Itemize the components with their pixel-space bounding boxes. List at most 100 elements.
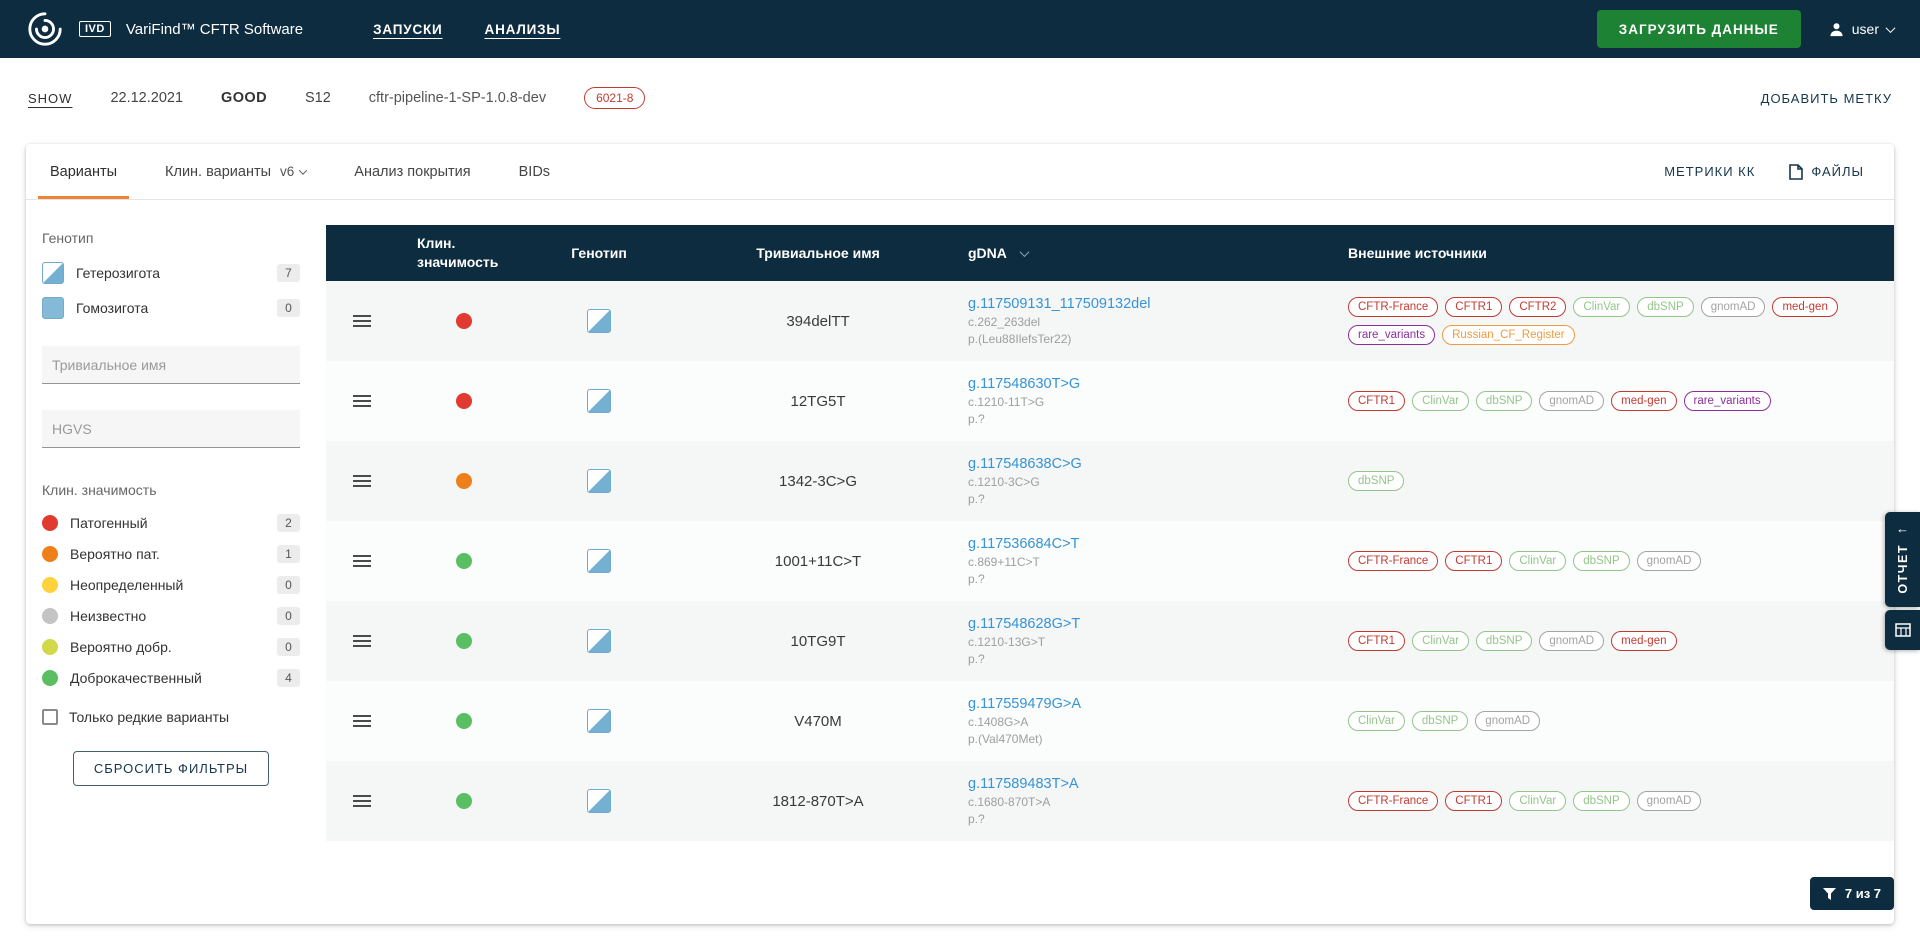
- rare-variants-filter[interactable]: Только редкие варианты: [42, 709, 300, 725]
- significance-filter-item[interactable]: Неопределенный 0: [42, 576, 300, 594]
- source-badge[interactable]: ClinVar: [1412, 631, 1469, 651]
- source-badge[interactable]: gnomAD: [1700, 297, 1766, 317]
- files-label: ФАЙЛЫ: [1811, 164, 1864, 179]
- source-badge[interactable]: med-gen: [1611, 391, 1677, 411]
- significance-filter-item[interactable]: Патогенный 2: [42, 514, 300, 532]
- source-badge[interactable]: CFTR1: [1445, 297, 1503, 317]
- source-badge[interactable]: Russian_CF_Register: [1442, 325, 1575, 345]
- source-badge[interactable]: med-gen: [1772, 297, 1838, 317]
- genotype-filter-label: Гетерозигота: [76, 265, 160, 281]
- drag-handle-icon[interactable]: [353, 795, 371, 807]
- genotype-het-icon: [587, 469, 611, 493]
- source-badge[interactable]: CFTR1: [1445, 791, 1503, 811]
- nav-analyses-link[interactable]: АНАЛИЗЫ: [484, 21, 561, 37]
- external-sources-cell: CFTR1 ClinVar dbSNP gnomAD med-gen: [1348, 619, 1701, 663]
- source-badge[interactable]: CFTR1: [1348, 391, 1406, 411]
- drag-handle-icon[interactable]: [353, 715, 371, 727]
- nav-runs-link[interactable]: ЗАПУСКИ: [373, 21, 443, 37]
- genotype-filter-item[interactable]: Гомозигота 0: [42, 297, 300, 319]
- trivial-name-input[interactable]: [42, 346, 300, 384]
- header-gdna-label: gDNA: [968, 245, 1007, 261]
- upload-data-button[interactable]: ЗАГРУЗИТЬ ДАННЫЕ: [1596, 10, 1801, 48]
- gdna-link[interactable]: g.117536684C>T: [968, 536, 1080, 552]
- gdna-link[interactable]: g.117548638C>G: [968, 456, 1082, 472]
- source-badge[interactable]: dbSNP: [1411, 711, 1469, 731]
- gdna-link[interactable]: g.117559479G>A: [968, 696, 1082, 712]
- clin-significance-dot: [456, 553, 472, 569]
- source-badge[interactable]: dbSNP: [1637, 297, 1694, 317]
- cdna-text: c.869+11C>T: [968, 555, 1040, 569]
- source-badge[interactable]: dbSNP: [1573, 551, 1630, 571]
- source-badge[interactable]: CFTR-France: [1348, 297, 1439, 317]
- drag-handle-icon[interactable]: [353, 315, 371, 327]
- source-badge[interactable]: gnomAD: [1636, 551, 1702, 571]
- source-badge[interactable]: rare_variants: [1348, 325, 1436, 345]
- source-badge[interactable]: ClinVar: [1412, 391, 1469, 411]
- tab-bids[interactable]: BIDs: [495, 144, 574, 199]
- gdna-link[interactable]: g.117548628G>T: [968, 616, 1081, 632]
- hgvs-input[interactable]: [42, 410, 300, 448]
- drag-handle-icon[interactable]: [353, 475, 371, 487]
- reset-filters-button[interactable]: СБРОСИТЬ ФИЛЬТРЫ: [72, 751, 270, 786]
- gdna-link[interactable]: g.117548630T>G: [968, 376, 1081, 392]
- show-link[interactable]: SHOW: [28, 90, 73, 106]
- source-badge[interactable]: CFTR-France: [1348, 791, 1439, 811]
- header-genotype: Генотип: [530, 245, 668, 261]
- source-badge[interactable]: ClinVar: [1348, 711, 1405, 731]
- source-badge[interactable]: dbSNP: [1348, 471, 1405, 491]
- add-tag-link[interactable]: ДОБАВИТЬ МЕТКУ: [1760, 90, 1892, 106]
- genotype-het-icon: [587, 309, 611, 333]
- source-badge[interactable]: gnomAD: [1539, 391, 1605, 411]
- gdna-sort-chevron-icon[interactable]: [1019, 246, 1030, 257]
- app-logo-icon[interactable]: [26, 10, 64, 48]
- source-badge[interactable]: CFTR1: [1348, 631, 1406, 651]
- drag-handle-icon[interactable]: [353, 395, 371, 407]
- source-badge[interactable]: dbSNP: [1475, 391, 1533, 411]
- genotype-het-icon: [587, 789, 611, 813]
- significance-filter-item[interactable]: Вероятно пат. 1: [42, 545, 300, 563]
- row-count-badge: 7 из 7: [1809, 877, 1894, 910]
- genotype-filter-item[interactable]: Гетерозигота 7: [42, 262, 300, 284]
- gdna-link[interactable]: g.117509131_117509132del: [968, 296, 1151, 312]
- source-badge[interactable]: gnomAD: [1539, 631, 1605, 651]
- qc-metrics-link[interactable]: МЕТРИКИ КК: [1664, 164, 1756, 179]
- count-chip: 4: [277, 669, 300, 687]
- significance-filter-item[interactable]: Доброкачественный 4: [42, 669, 300, 687]
- report-panel-toggle[interactable]: ← ОТЧЕТ: [1885, 512, 1920, 607]
- source-badge[interactable]: gnomAD: [1636, 791, 1702, 811]
- drag-handle-icon[interactable]: [353, 635, 371, 647]
- trivial-name: 12TG5T: [790, 392, 846, 410]
- rare-variants-checkbox[interactable]: [42, 709, 58, 725]
- source-badge[interactable]: gnomAD: [1475, 711, 1541, 731]
- source-badge[interactable]: ClinVar: [1509, 551, 1567, 571]
- gdna-link[interactable]: g.117589483T>A: [968, 776, 1079, 792]
- run-status: GOOD: [221, 90, 267, 106]
- version-dropdown[interactable]: v6: [280, 164, 308, 179]
- source-badge[interactable]: rare_variants: [1683, 391, 1771, 411]
- header-sources: Внешние источники: [1348, 245, 1894, 261]
- source-badge[interactable]: med-gen: [1611, 631, 1677, 651]
- table-row: 1342-3C>G g.117548638C>G c.1210-3C>G p.?…: [326, 441, 1894, 521]
- source-badge[interactable]: CFTR2: [1509, 297, 1567, 317]
- source-badge[interactable]: dbSNP: [1475, 631, 1533, 651]
- source-badge[interactable]: ClinVar: [1573, 297, 1631, 317]
- clin-significance-dot: [456, 713, 472, 729]
- source-badge[interactable]: CFTR1: [1445, 551, 1503, 571]
- significance-filter-item[interactable]: Вероятно добр. 0: [42, 638, 300, 656]
- user-menu[interactable]: user: [1829, 21, 1896, 37]
- source-badge[interactable]: dbSNP: [1573, 791, 1630, 811]
- report-table-button[interactable]: [1885, 609, 1920, 650]
- tab-variants[interactable]: Варианты: [26, 144, 141, 199]
- tab-coverage-analysis[interactable]: Анализ покрытия: [330, 144, 494, 199]
- table-row: 12TG5T g.117548630T>G c.1210-11T>G p.? C…: [326, 361, 1894, 441]
- variants-table: Клин. значимость Генотип Тривиальное имя…: [326, 200, 1894, 924]
- drag-handle-icon[interactable]: [353, 555, 371, 567]
- header-sources-label: Внешние источники: [1348, 245, 1487, 261]
- source-badge[interactable]: CFTR-France: [1348, 551, 1439, 571]
- source-badge[interactable]: ClinVar: [1509, 791, 1567, 811]
- significance-filter-item[interactable]: Неизвестно 0: [42, 607, 300, 625]
- tab-clinical-variants[interactable]: Клин. варианты v6: [141, 144, 330, 199]
- run-date: 22.12.2021: [110, 90, 184, 106]
- files-link[interactable]: ФАЙЛЫ: [1789, 163, 1864, 180]
- genotype-filter-list: Гетерозигота 7 Гомозигота 0: [42, 262, 300, 319]
